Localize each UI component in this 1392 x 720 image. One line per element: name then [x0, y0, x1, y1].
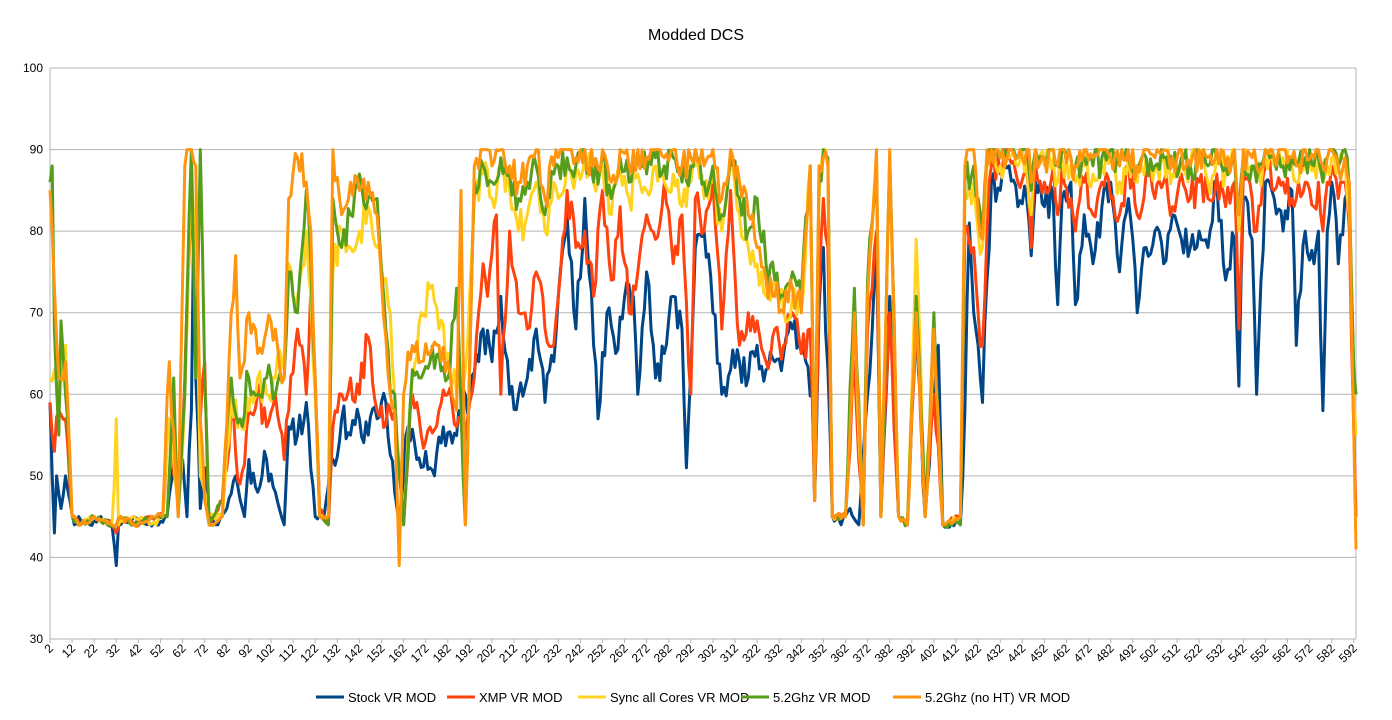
- x-tick-label: 352: [805, 641, 829, 665]
- x-tick-label: 432: [982, 641, 1006, 665]
- legend-label: Stock VR MOD: [348, 690, 436, 705]
- y-tick-label: 80: [30, 224, 44, 238]
- y-tick-label: 70: [30, 306, 44, 320]
- x-tick-label: 72: [191, 641, 211, 661]
- x-axis-ticks: 2 12 22 32 42 52 62 72 82 92102112122132142152162…: [41, 639, 1360, 665]
- x-tick-label: 202: [474, 641, 498, 665]
- x-tick-label: 212: [496, 641, 520, 665]
- x-tick-label: 282: [651, 641, 675, 665]
- x-tick-label: 482: [1093, 641, 1117, 665]
- x-tick-label: 442: [1004, 641, 1028, 665]
- x-tick-label: 582: [1314, 641, 1338, 665]
- series-line-5: [48, 148, 1358, 568]
- x-tick-label: 92: [236, 641, 256, 661]
- y-tick-label: 60: [30, 387, 44, 401]
- x-tick-label: 522: [1181, 641, 1205, 665]
- x-tick-label: 102: [253, 641, 277, 665]
- series-line-1: [48, 161, 1358, 568]
- x-tick-label: 132: [319, 641, 343, 665]
- x-tick-label: 272: [629, 641, 653, 665]
- plot-series: [48, 148, 1358, 568]
- legend-label: XMP VR MOD: [479, 690, 563, 705]
- x-tick-label: 122: [297, 641, 321, 665]
- x-tick-label: 542: [1225, 641, 1249, 665]
- x-tick-label: 302: [695, 641, 719, 665]
- x-tick-label: 172: [408, 641, 432, 665]
- y-tick-label: 50: [30, 469, 44, 483]
- x-tick-label: 502: [1137, 641, 1161, 665]
- x-tick-label: 342: [783, 641, 807, 665]
- x-tick-label: 312: [717, 641, 741, 665]
- x-tick-label: 62: [169, 641, 189, 661]
- x-tick-label: 32: [103, 641, 123, 661]
- legend-label: Sync all Cores VR MOD: [610, 690, 749, 705]
- x-tick-label: 142: [341, 641, 365, 665]
- chart-title: Modded DCS: [648, 27, 744, 44]
- x-tick-label: 222: [518, 641, 542, 665]
- x-tick-label: 322: [739, 641, 763, 665]
- x-tick-label: 532: [1203, 641, 1227, 665]
- x-tick-label: 372: [850, 641, 874, 665]
- x-tick-label: 412: [938, 641, 962, 665]
- x-tick-label: 192: [452, 641, 476, 665]
- x-tick-label: 12: [59, 641, 79, 661]
- x-tick-label: 52: [147, 641, 167, 661]
- x-tick-label: 292: [673, 641, 697, 665]
- x-tick-label: 572: [1292, 641, 1316, 665]
- x-tick-label: 362: [828, 641, 852, 665]
- x-tick-label: 592: [1336, 641, 1360, 665]
- x-tick-label: 332: [761, 641, 785, 665]
- x-tick-label: 452: [1026, 641, 1050, 665]
- x-tick-label: 262: [607, 641, 631, 665]
- y-tick-label: 40: [30, 550, 44, 564]
- x-tick-label: 182: [430, 641, 454, 665]
- y-tick-label: 30: [30, 632, 44, 646]
- y-tick-label: 90: [30, 143, 44, 157]
- x-tick-label: 162: [386, 641, 410, 665]
- x-tick-label: 42: [125, 641, 145, 661]
- x-tick-label: 462: [1049, 641, 1073, 665]
- x-tick-label: 492: [1115, 641, 1139, 665]
- x-tick-label: 382: [872, 641, 896, 665]
- y-tick-label: 100: [23, 61, 43, 75]
- x-tick-label: 2: [41, 641, 56, 656]
- x-tick-label: 512: [1159, 641, 1183, 665]
- series-line-2: [48, 148, 1358, 535]
- x-tick-label: 82: [214, 641, 234, 661]
- x-tick-label: 422: [960, 641, 984, 665]
- x-tick-label: 152: [364, 641, 388, 665]
- x-tick-label: 472: [1071, 641, 1095, 665]
- legend-label: 5.2Ghz (no HT) VR MOD: [925, 690, 1070, 705]
- legend-label: 5.2Ghz VR MOD: [773, 690, 871, 705]
- x-tick-label: 252: [585, 641, 609, 665]
- x-tick-label: 22: [81, 641, 101, 661]
- x-tick-label: 112: [276, 641, 300, 665]
- y-axis-ticks: 30 40 50 60 70 80 90 100: [23, 61, 43, 646]
- x-tick-label: 402: [916, 641, 940, 665]
- x-tick-label: 562: [1270, 641, 1294, 665]
- x-tick-label: 232: [540, 641, 564, 665]
- legend: Stock VR MOD XMP VR MOD Sync all Cores VR …: [316, 690, 1070, 705]
- x-tick-label: 242: [562, 641, 586, 665]
- x-tick-label: 552: [1247, 641, 1271, 665]
- x-tick-label: 392: [894, 641, 918, 665]
